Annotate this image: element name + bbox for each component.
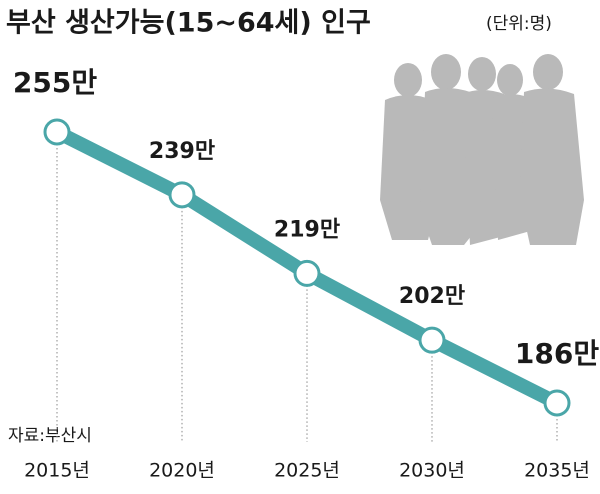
unit-note: (단위:명) [486, 14, 552, 34]
point [543, 389, 571, 417]
x-tick-label: 2015년 [24, 460, 90, 482]
point [43, 118, 71, 146]
x-tick-label: 2020년 [149, 460, 215, 482]
x-tick-label: 2030년 [399, 460, 465, 482]
value-label: 186만 [515, 337, 599, 370]
value-label: 239만 [149, 139, 215, 164]
source-note: 자료:부산시 [8, 426, 92, 446]
point [418, 326, 446, 354]
people-silhouette [380, 54, 584, 245]
point [293, 259, 321, 287]
x-tick-label: 2025년 [274, 460, 340, 482]
chart-title: 부산 생산가능(15~64세) 인구 [6, 8, 371, 39]
value-label: 255만 [13, 66, 97, 99]
value-label: 219만 [274, 217, 340, 242]
point [168, 181, 196, 209]
x-tick-label: 2035년 [524, 460, 590, 482]
value-label: 202만 [399, 284, 465, 309]
